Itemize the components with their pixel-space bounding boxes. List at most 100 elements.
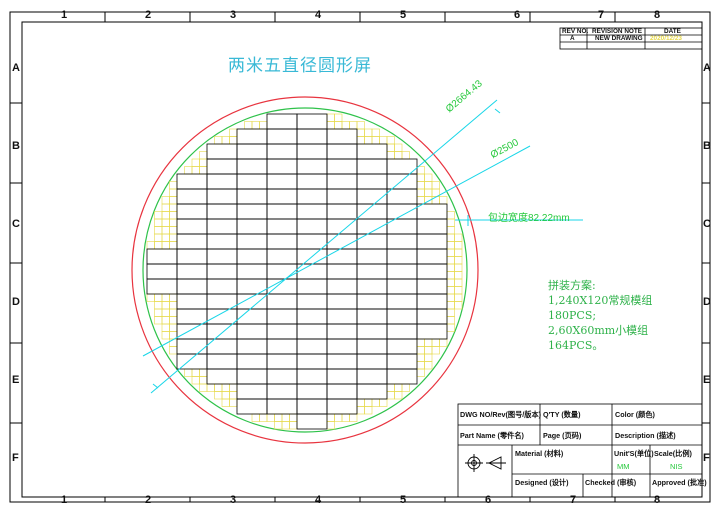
module-cell	[266, 398, 298, 415]
module-cell	[326, 293, 358, 310]
small-module-cell	[386, 151, 395, 160]
revision-note-header: REVISION NOTE	[592, 28, 643, 35]
small-module-cell	[446, 301, 455, 310]
small-module-cell	[364, 406, 373, 415]
approved-field: Approved (批准)	[652, 478, 707, 487]
small-module-cell	[251, 121, 260, 130]
small-module-cell	[169, 196, 178, 205]
small-module-cell	[251, 413, 260, 422]
small-module-cell	[379, 136, 388, 145]
module-cell	[296, 293, 328, 310]
module-cell	[386, 293, 418, 310]
small-module-cell	[154, 316, 163, 325]
zone-row-d-right: D	[703, 296, 711, 308]
small-module-cell	[274, 413, 283, 422]
small-module-cell	[424, 361, 433, 370]
small-module-cell	[454, 301, 463, 310]
small-module-cell	[431, 338, 440, 347]
designed-field: Designed (设计)	[515, 478, 569, 487]
small-module-cell	[356, 136, 365, 145]
small-module-cell	[349, 121, 358, 130]
module-cell	[146, 263, 178, 280]
small-module-cell	[161, 301, 170, 310]
module-cell	[266, 338, 298, 355]
small-module-cell	[154, 301, 163, 310]
small-module-cell	[454, 263, 463, 272]
module-cell	[386, 263, 418, 280]
small-module-cell	[394, 391, 403, 400]
module-cell	[176, 203, 208, 220]
module-cell	[206, 173, 238, 190]
module-cell	[326, 128, 358, 145]
small-module-cell	[169, 316, 178, 325]
module-cell	[356, 323, 388, 340]
small-module-cell	[161, 308, 170, 317]
small-module-cell	[446, 263, 455, 272]
small-module-cell	[169, 211, 178, 220]
units-field: Unit'S(单位)	[614, 449, 654, 458]
small-module-cell	[191, 376, 200, 385]
small-module-cell	[356, 406, 365, 415]
module-cell	[236, 173, 268, 190]
zone-row-b: B	[12, 140, 20, 152]
module-cell	[206, 308, 238, 325]
small-module-cell	[191, 368, 200, 377]
small-module-cell	[356, 128, 365, 137]
date-header: DATE	[664, 28, 681, 35]
module-cell	[236, 368, 268, 385]
small-module-cell	[416, 361, 425, 370]
zone-col-8-bottom: 8	[654, 494, 661, 506]
small-module-cell	[416, 181, 425, 190]
module-cell	[356, 293, 388, 310]
module-cell	[296, 308, 328, 325]
small-module-cell	[169, 181, 178, 190]
module-cell	[266, 143, 298, 160]
small-module-cell	[446, 323, 455, 332]
module-cell	[266, 188, 298, 205]
small-module-cell	[454, 278, 463, 287]
small-module-cell	[454, 233, 463, 242]
small-module-cell	[199, 151, 208, 160]
module-cell	[236, 233, 268, 250]
module-cell	[266, 233, 298, 250]
small-module-cell	[154, 226, 163, 235]
small-module-cell	[191, 158, 200, 167]
small-module-cell	[199, 383, 208, 392]
module-cell	[296, 413, 328, 430]
module-cell	[296, 323, 328, 340]
small-module-cell	[161, 196, 170, 205]
module-cell	[386, 248, 418, 265]
small-module-cell	[169, 233, 178, 242]
module-cell	[236, 398, 268, 415]
small-module-cell	[431, 346, 440, 355]
module-cell	[176, 278, 208, 295]
module-cell	[266, 113, 298, 130]
small-module-cell	[439, 338, 448, 347]
module-cell	[296, 338, 328, 355]
main-module-grid	[146, 113, 448, 430]
small-module-cell	[424, 353, 433, 362]
small-module-cell	[169, 308, 178, 317]
small-module-cell	[446, 226, 455, 235]
module-cell	[296, 278, 328, 295]
small-module-cell	[424, 188, 433, 197]
small-module-cell	[326, 113, 335, 122]
module-cell	[356, 173, 388, 190]
module-cell	[236, 263, 268, 280]
small-module-cell	[394, 143, 403, 152]
module-cell	[266, 128, 298, 145]
module-cell	[206, 353, 238, 370]
module-cell	[326, 188, 358, 205]
module-cell	[326, 233, 358, 250]
module-cell	[176, 263, 208, 280]
zone-col-2-bottom: 2	[145, 494, 152, 506]
small-module-cell	[454, 293, 463, 302]
module-cell	[236, 383, 268, 400]
small-module-cell	[446, 211, 455, 220]
module-cell	[356, 278, 388, 295]
small-module-cell	[416, 196, 425, 205]
small-module-cell	[154, 241, 163, 250]
module-cell	[176, 233, 208, 250]
edge-width-label: 包边宽度82.22mm	[488, 213, 570, 224]
small-module-cell	[161, 316, 170, 325]
